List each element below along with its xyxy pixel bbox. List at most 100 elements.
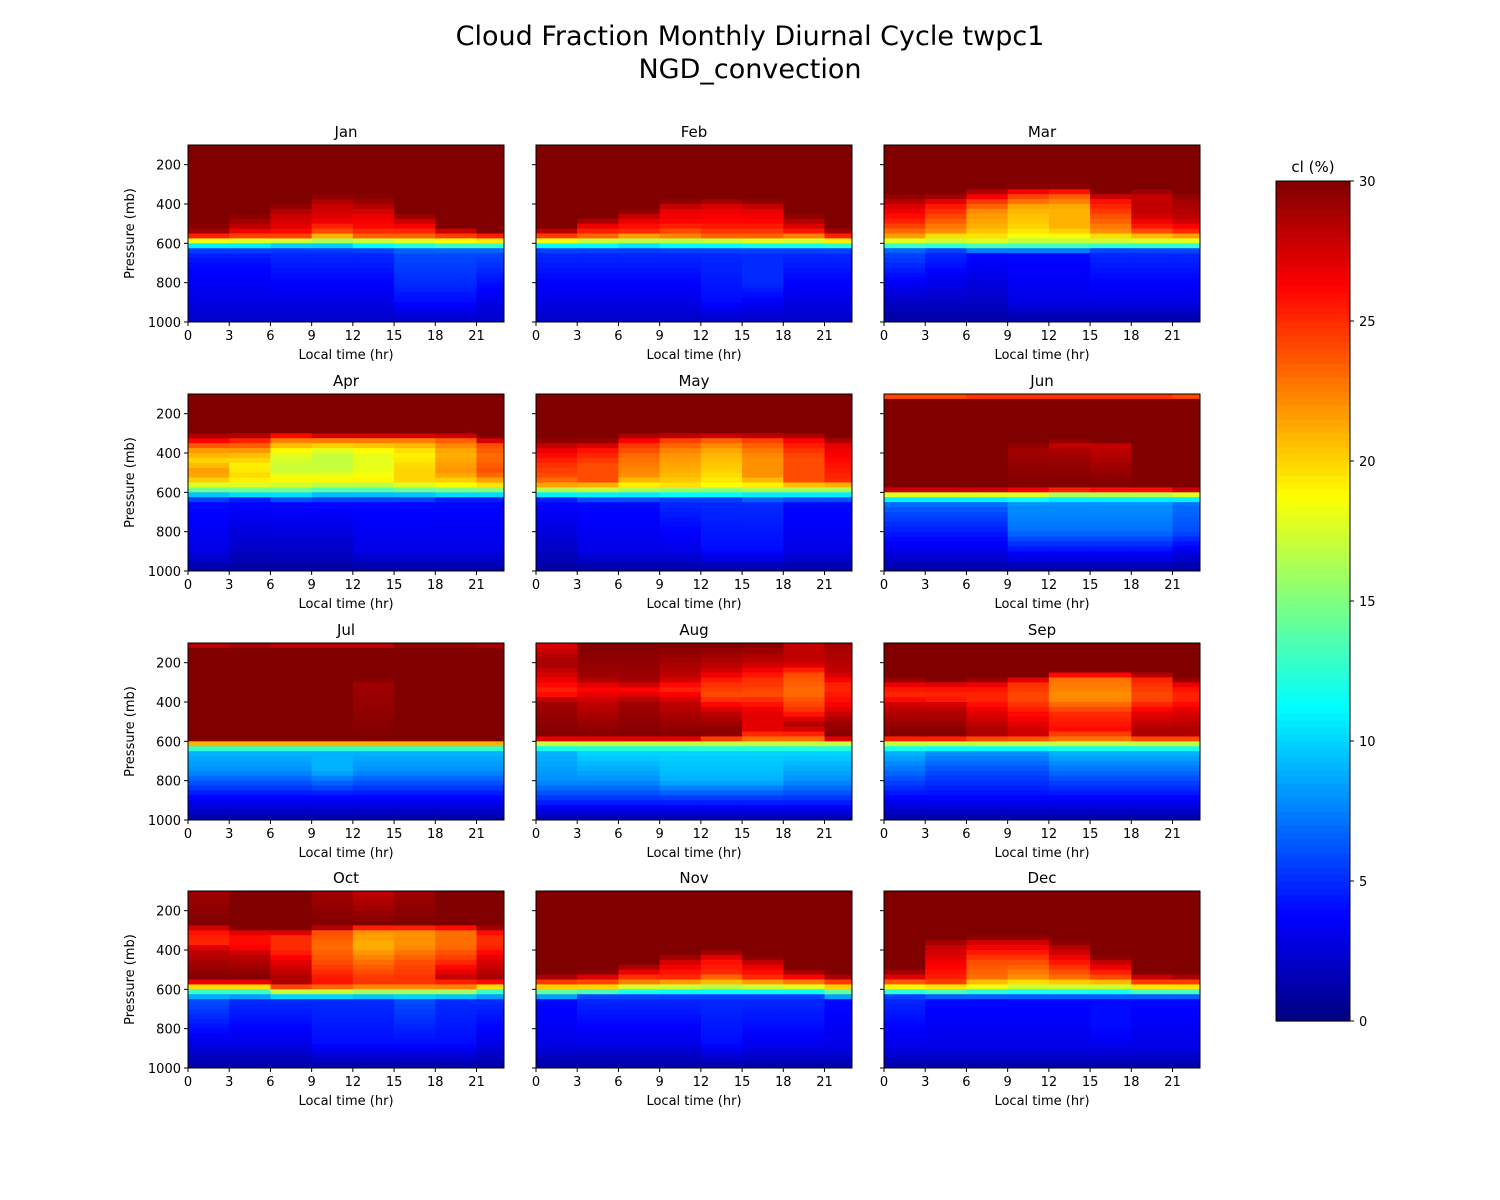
heatmap-cell [188,433,230,439]
heatmap-cell [1007,287,1050,294]
heatmap-cell [1048,248,1091,254]
heatmap-cell [577,282,620,289]
heatmap-cell [884,453,926,459]
heatmap-cell [476,1053,504,1059]
heatmap-cell [1048,746,1091,752]
chart-title: Cloud Fraction Monthly Diurnal Cycle twp… [456,21,1045,52]
heatmap-cell [1048,1058,1091,1064]
heatmap-cell [229,647,272,654]
heatmap-cell [476,1033,504,1040]
heatmap-cell [783,994,826,1000]
heatmap-cell [1048,428,1091,434]
heatmap-cell [1131,994,1174,1000]
x-tick-label: 3 [921,578,929,593]
heatmap-cell [966,1013,1009,1020]
heatmap-cell [536,248,578,254]
heatmap-cell [1048,647,1091,654]
heatmap-cell [700,677,743,683]
heatmap-cell [311,950,354,956]
colorbar-swatch [1276,909,1350,917]
heatmap-cell [577,218,620,225]
heatmap-cell [824,1033,852,1040]
heatmap-cell [966,672,1009,679]
colorbar-swatch [1276,818,1350,826]
x-tick-label: 21 [1164,1075,1181,1090]
heatmap-cell [742,438,784,444]
heatmap-cell [270,721,313,728]
heatmap-cell [394,394,436,400]
heatmap-cell [1172,507,1200,513]
heatmap-cell [270,785,313,792]
heatmap-cell [742,292,784,299]
heatmap-cell [536,954,578,961]
heatmap-cell [966,657,1009,664]
heatmap-cell [966,472,1009,479]
heatmap-cell [824,969,852,976]
heatmap-cell [884,746,926,752]
heatmap-cell [1131,145,1174,151]
heatmap-cell [270,780,313,787]
heatmap-cell [783,149,826,156]
heatmap-cell [884,302,926,308]
heatmap-cell [1131,398,1174,405]
heatmap-cell [1048,697,1091,703]
heatmap-cell [1131,1058,1174,1064]
heatmap-cell [1172,302,1200,308]
heatmap-cell [1007,935,1050,941]
colorbar-swatch [1276,1014,1350,1022]
heatmap-cell [311,999,354,1005]
heatmap-cell [188,526,230,533]
heatmap-cell [352,213,395,220]
heatmap-cell [618,159,661,166]
heatmap-cell [1048,915,1091,922]
heatmap-cell [783,228,826,235]
heatmap-cell [824,905,852,912]
heatmap-cell [659,959,702,966]
heatmap-cell [577,408,620,415]
heatmap-cell [783,521,826,528]
heatmap-cell [742,556,784,562]
heatmap-cell [1048,775,1091,782]
heatmap-cell [884,218,926,225]
heatmap-cell [659,940,702,946]
heatmap-cell [577,964,620,971]
heatmap-cell [536,785,578,792]
heatmap-cell [618,218,661,225]
heatmap-cell [966,662,1009,669]
heatmap-cell [1007,726,1050,733]
x-tick-label: 18 [775,1075,792,1090]
heatmap-cell [536,164,578,171]
heatmap-cell [1007,736,1050,742]
heatmap-cell [394,780,436,787]
heatmap-cell [536,1058,578,1064]
heatmap-cell [577,1043,620,1049]
heatmap-cell [1090,795,1132,801]
heatmap-cell [352,536,395,543]
heatmap-cell [536,657,578,664]
heatmap-cell [270,398,313,405]
heatmap-cell [1007,994,1050,1000]
heatmap-cell [1172,418,1200,425]
heatmap-cell [700,667,743,674]
heatmap-cell [742,521,784,528]
heatmap-cell [536,272,578,279]
heatmap-cell [352,307,395,313]
heatmap-cell [435,989,478,995]
heatmap-cell [1172,145,1200,151]
heatmap-cell [188,208,230,215]
heatmap-cell [1007,154,1050,161]
heatmap-cell [577,457,620,464]
heatmap-cell [188,775,230,782]
heatmap-cell [476,726,504,733]
heatmap-cell [435,692,478,698]
heatmap-cell [659,307,702,313]
heatmap-cell [700,428,743,434]
plot-frame [535,144,853,323]
heatmap-cell [476,507,504,513]
heatmap-cell [577,994,620,1000]
heatmap-cell [1131,643,1174,649]
heatmap-cell [352,218,395,225]
heatmap-cell [435,302,478,308]
heatmap-cell [188,989,230,995]
